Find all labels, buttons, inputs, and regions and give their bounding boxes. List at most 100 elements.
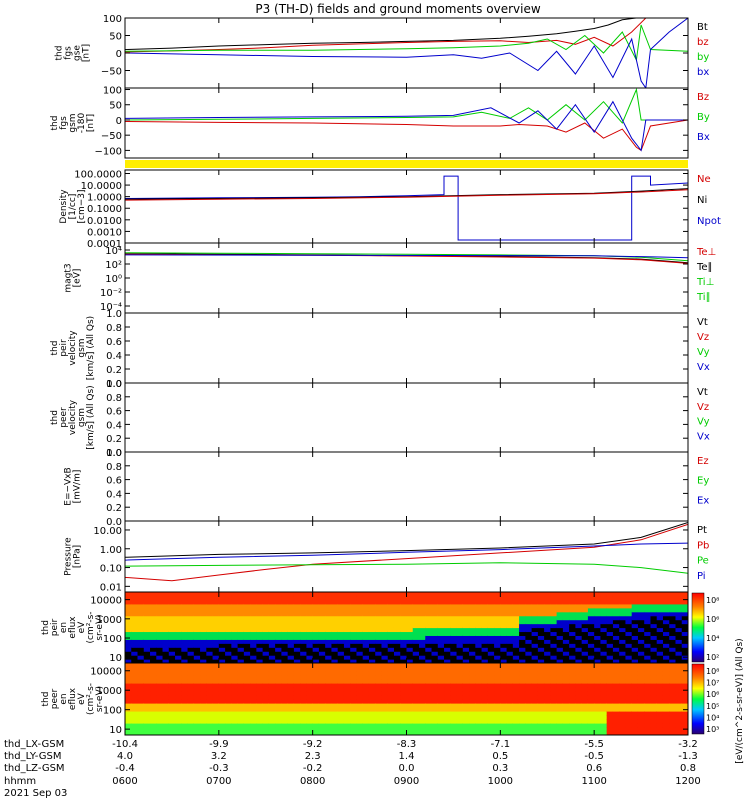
spectrogram-cell bbox=[293, 647, 301, 652]
spectrogram-cell bbox=[343, 655, 351, 660]
spectrogram-cell bbox=[356, 651, 364, 656]
spectrogram-cell bbox=[293, 615, 301, 621]
spectrogram-cell bbox=[325, 595, 333, 601]
spectrogram-cell bbox=[631, 619, 639, 625]
spectrogram-cell bbox=[243, 647, 251, 652]
spectrogram-cell bbox=[193, 655, 201, 660]
spectrogram-cell bbox=[625, 691, 633, 696]
spectrogram-cell bbox=[381, 731, 389, 735]
spectrogram-cell bbox=[331, 695, 339, 700]
spectrogram-cell bbox=[669, 651, 677, 656]
spectrogram-cell bbox=[268, 627, 276, 633]
spectrogram-cell bbox=[612, 667, 620, 672]
spectrogram-cell bbox=[675, 639, 683, 644]
spectrogram-cell bbox=[150, 619, 157, 625]
spectrogram-cell bbox=[356, 603, 364, 609]
spectrogram-cell bbox=[300, 699, 308, 704]
spectrogram-cell bbox=[550, 723, 558, 728]
spectrogram-cell bbox=[412, 699, 420, 704]
spectrogram-cell bbox=[612, 703, 620, 708]
spectrogram-cell bbox=[150, 683, 157, 688]
spectrogram-cell bbox=[200, 683, 207, 688]
spectrogram-cell bbox=[550, 611, 558, 617]
spectrogram-cell bbox=[262, 723, 270, 728]
spectrogram-cell bbox=[437, 671, 445, 676]
spectrogram-cell bbox=[393, 707, 401, 712]
y-axis-label: peir bbox=[59, 339, 69, 357]
y-tick-label: 0.6 bbox=[106, 337, 122, 348]
spectrogram-cell bbox=[406, 603, 414, 609]
spectrogram-cell bbox=[368, 611, 376, 617]
spectrogram-cell bbox=[375, 675, 383, 680]
spectrogram-cell bbox=[231, 683, 239, 688]
spectrogram-cell bbox=[162, 671, 170, 676]
spectrogram-cell bbox=[343, 619, 351, 625]
spectrogram-cell bbox=[318, 639, 326, 644]
spectrogram-cell bbox=[343, 679, 351, 684]
spectrogram-cell bbox=[262, 611, 270, 617]
spectrogram-cell bbox=[500, 635, 508, 640]
spectrogram-cell bbox=[450, 663, 458, 668]
y-tick-label: −50 bbox=[101, 131, 122, 142]
spectrogram-cell bbox=[506, 631, 514, 636]
spectrogram-cell bbox=[531, 727, 539, 732]
spectrogram-cell bbox=[368, 711, 376, 716]
spectrogram-cell bbox=[256, 603, 264, 609]
spectrogram-cell bbox=[237, 603, 245, 609]
spectrogram-cell bbox=[275, 635, 282, 640]
spectrogram-cell bbox=[318, 647, 326, 652]
spectrogram-cell bbox=[419, 687, 426, 692]
spectrogram-cell bbox=[381, 675, 389, 680]
spectrogram-cell bbox=[131, 647, 139, 652]
spectrogram-cell bbox=[368, 715, 376, 720]
spectrogram-cell bbox=[600, 592, 608, 597]
y-tick-label: 10⁴ bbox=[105, 246, 122, 257]
legend-entry: Vz bbox=[697, 402, 709, 413]
spectrogram-cell bbox=[569, 627, 576, 633]
spectrogram-cell bbox=[419, 719, 426, 724]
spectrogram-cell bbox=[206, 687, 214, 692]
spectrogram-cell bbox=[519, 671, 526, 676]
spectrogram-cell bbox=[650, 707, 658, 712]
spectrogram-cell bbox=[337, 723, 345, 728]
spectrogram-cell bbox=[612, 599, 620, 605]
spectrogram-cell bbox=[481, 611, 489, 617]
spectrogram-cell bbox=[181, 727, 189, 732]
spectrogram-cell bbox=[606, 631, 614, 636]
spectrogram-cell bbox=[300, 592, 308, 597]
spectrogram-cell bbox=[481, 599, 489, 605]
spectrogram-cell bbox=[137, 619, 145, 625]
spectrogram-cell bbox=[600, 599, 608, 605]
spectrogram-cell bbox=[662, 663, 670, 668]
spectrogram-cell bbox=[268, 647, 276, 652]
spectrogram-cell bbox=[131, 623, 139, 629]
spectrogram-cell bbox=[675, 615, 683, 621]
spectrogram-cell bbox=[162, 639, 170, 644]
spectrogram-cell bbox=[306, 731, 314, 735]
spectrogram-cell bbox=[187, 631, 195, 636]
spectrogram-cell bbox=[137, 671, 145, 676]
spectrogram-cell bbox=[175, 619, 182, 625]
spectrogram-cell bbox=[612, 651, 620, 656]
spectrogram-cell bbox=[494, 635, 501, 640]
spectrogram-cell bbox=[331, 627, 339, 633]
spectrogram-cell bbox=[481, 623, 489, 629]
spectrogram-cell bbox=[206, 643, 214, 648]
spectrogram-cell bbox=[450, 727, 458, 732]
spectrogram-cell bbox=[137, 679, 145, 684]
spectrogram-cell bbox=[212, 663, 220, 668]
spectrogram-cell bbox=[393, 711, 401, 716]
spectrogram-cell bbox=[631, 719, 639, 724]
spectrogram-cell bbox=[444, 611, 451, 617]
spectrogram-cell bbox=[594, 599, 602, 605]
spectrogram-cell bbox=[212, 731, 220, 735]
spectrogram-cell bbox=[143, 631, 151, 636]
spectrogram-cell bbox=[350, 603, 358, 609]
spectrogram-cell bbox=[231, 679, 239, 684]
spectrogram-cell bbox=[494, 687, 501, 692]
spectrogram-cell bbox=[575, 703, 583, 708]
y-tick-label: −100 bbox=[95, 146, 122, 157]
spectrogram-cell bbox=[494, 731, 501, 735]
spectrogram-cell bbox=[312, 683, 320, 688]
